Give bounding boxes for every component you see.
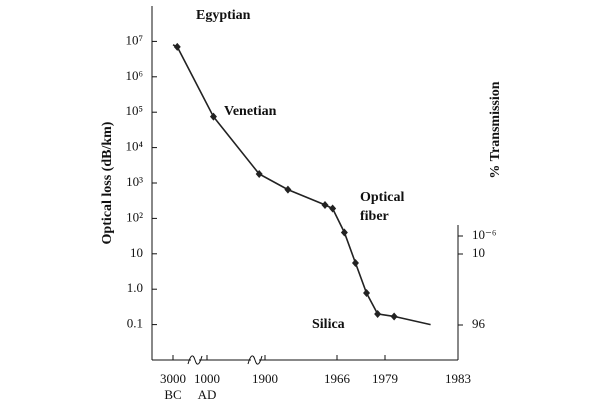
y-tick-label: 0.1 — [127, 316, 143, 331]
annotation: fiber — [360, 209, 389, 224]
annotation: Optical — [360, 190, 404, 205]
data-point — [351, 258, 359, 267]
y2-tick-label: 10⁻⁶ — [472, 227, 496, 242]
data-point — [284, 185, 292, 194]
data-point — [374, 309, 382, 318]
y-tick-label: 10 — [130, 245, 143, 260]
x-tick-label: AD — [198, 387, 217, 402]
y2-tick-label: 96 — [472, 316, 486, 331]
annotation: Venetian — [224, 104, 277, 119]
y-axis-label: Optical loss (dB/km) — [100, 121, 115, 244]
y-tick-label: 10³ — [126, 174, 143, 189]
x-tick-label: 1983 — [445, 371, 471, 386]
annotation: Silica — [312, 317, 345, 332]
data-point — [363, 289, 371, 298]
x-tick-label: 1000 — [194, 371, 220, 386]
y-tick-label: 10⁶ — [125, 68, 143, 83]
data-point — [390, 312, 398, 321]
y-tick-label: 10⁴ — [125, 139, 143, 154]
data-point — [173, 42, 181, 51]
y-tick-label: 10⁷ — [125, 32, 143, 47]
y-tick-label: 10² — [126, 209, 143, 224]
x-tick-label: 1900 — [252, 371, 278, 386]
x-tick-label: BC — [164, 387, 181, 402]
data-point — [255, 169, 263, 178]
data-point — [209, 112, 217, 121]
x-tick-label: 3000 — [160, 371, 186, 386]
axis-break — [187, 355, 263, 365]
series-line — [172, 44, 431, 326]
data-point — [340, 228, 348, 237]
y2-tick-label: 10 — [472, 245, 485, 260]
y-tick-label: 10⁵ — [125, 103, 143, 118]
data-point — [329, 204, 337, 213]
x-tick-label: 1966 — [324, 371, 351, 386]
y2-axis-label: % Transmission — [488, 81, 503, 178]
annotation: Egyptian — [196, 8, 251, 23]
y-tick-label: 1.0 — [127, 280, 143, 295]
x-tick-label: 1979 — [372, 371, 398, 386]
data-point — [321, 200, 329, 209]
